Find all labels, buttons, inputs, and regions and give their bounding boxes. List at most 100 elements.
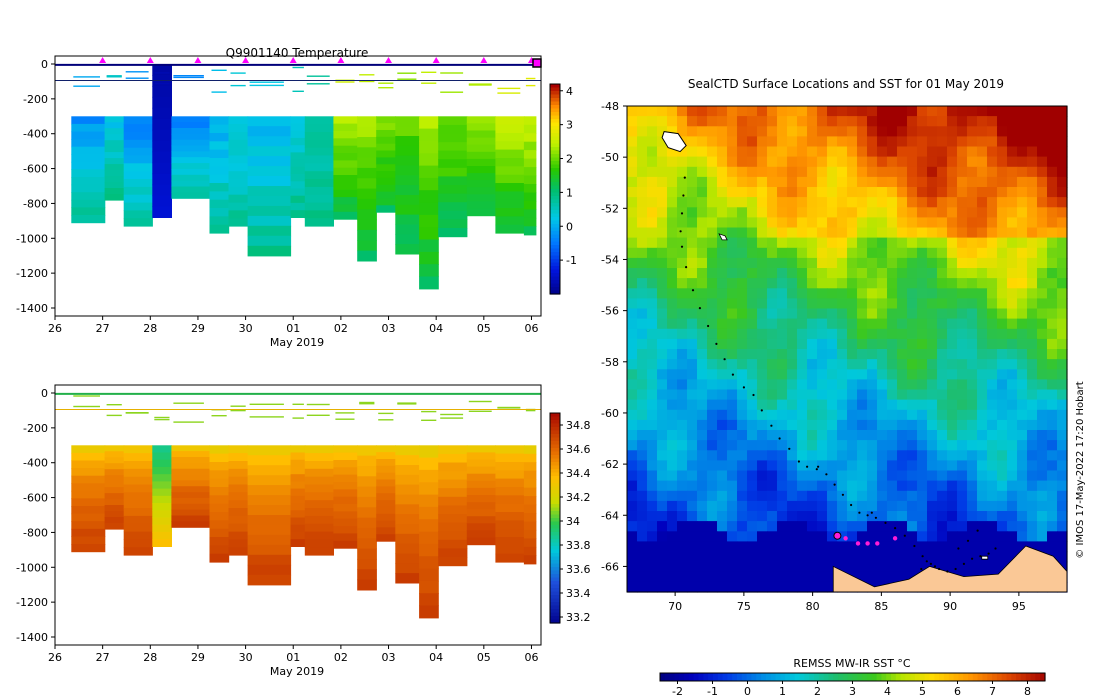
temperature-cell [228, 147, 249, 157]
sst-cell [807, 581, 818, 593]
sst-colorbar-segment [953, 673, 959, 681]
sst-cell [667, 298, 678, 310]
sst-cell [827, 257, 838, 269]
sst-cell [1047, 511, 1058, 522]
salinity-cell [152, 445, 172, 454]
sst-colorbar-segment [732, 673, 738, 681]
temperature-cell [419, 153, 439, 167]
temperature-colorbar-segment [550, 115, 560, 120]
temperature-surface-sample [468, 83, 492, 85]
temperature-cell [247, 166, 292, 177]
sst-cell [637, 207, 648, 218]
temperature-cell [304, 171, 334, 180]
temperature-cell [376, 116, 396, 124]
sst-cell [1047, 187, 1058, 198]
sst-cell [917, 187, 928, 198]
sst-cell [777, 116, 788, 127]
sst-cell [827, 187, 838, 198]
salinity-colorbar-segment [550, 581, 560, 586]
salinity-cell [123, 539, 153, 548]
sst-cell [647, 349, 658, 360]
sst-cell [777, 156, 788, 168]
temperature-cell [333, 160, 358, 169]
sst-cell [967, 268, 978, 279]
sst-cell [717, 521, 728, 532]
temperature-cell [71, 177, 106, 186]
sst-cell [807, 409, 818, 421]
sst-cell [687, 440, 698, 451]
sst-cell [687, 176, 698, 188]
salinity-surface-sample [335, 412, 355, 414]
seal-track-point [680, 245, 684, 248]
sst-cell [927, 419, 938, 431]
sst-cell [777, 207, 788, 218]
sst-cell [957, 500, 968, 512]
sst-cell [867, 399, 878, 411]
sst-cell [917, 419, 928, 431]
temperature-colorbar-segment [550, 248, 560, 253]
sst-cell [1057, 369, 1068, 380]
sst-cell [747, 389, 758, 401]
salinity-cell [123, 531, 153, 540]
sst-cell [917, 430, 928, 441]
sst-cell [667, 288, 678, 299]
sst-cell [857, 551, 868, 563]
sst-cell [937, 146, 948, 158]
sst-cell [987, 521, 998, 532]
sst-cell [867, 561, 878, 573]
sst-cell [697, 389, 708, 401]
salinity-cell [419, 457, 439, 471]
sst-cell [997, 541, 1008, 553]
sst-cell [797, 511, 808, 522]
sst-cell [887, 419, 898, 431]
temperature-x-tick-label: 01 [286, 322, 300, 335]
sst-cell [707, 399, 718, 411]
temperature-cell [290, 195, 306, 204]
sst-cell [1007, 511, 1018, 522]
sst-cell [677, 126, 688, 137]
temperature-y-tick-label: -1400 [16, 302, 48, 315]
sst-cell [837, 500, 848, 512]
sst-cell [897, 551, 908, 563]
sst-cell [817, 126, 828, 137]
sst-cell [957, 257, 968, 269]
sst-cell [697, 257, 708, 269]
sst-cell [967, 166, 978, 178]
temperature-colorbar-segment [550, 196, 560, 201]
salinity-cell [523, 479, 537, 489]
temperature-cell [395, 214, 420, 225]
sst-cell [897, 318, 908, 330]
temperature-cell [495, 208, 525, 217]
salinity-cell [152, 495, 172, 504]
temperature-cell [419, 251, 439, 265]
sst-cell [767, 106, 778, 117]
temperature-cell [209, 191, 230, 201]
salinity-colorbar-segment [550, 486, 560, 491]
temperature-cell [357, 229, 377, 241]
sst-cell [1027, 450, 1038, 461]
sst-cell [1047, 389, 1058, 401]
sst-cell [697, 531, 708, 542]
sst-cell [867, 187, 878, 198]
sst-cell [807, 450, 818, 461]
sst-cell [637, 156, 648, 168]
sst-colorbar-segment [794, 673, 801, 681]
salinity-cell [333, 496, 358, 505]
sst-cell [667, 187, 678, 198]
sst-cell [807, 490, 818, 502]
sst-cell [1027, 541, 1038, 553]
sst-cell [637, 521, 648, 532]
sst-cell [927, 379, 938, 391]
sst-cell [637, 257, 648, 269]
sst-cell [967, 338, 978, 350]
sst-cell [987, 551, 998, 563]
sst-cell [877, 541, 888, 553]
sst-cell [877, 531, 888, 542]
sst-cell [717, 197, 728, 208]
sst-cell [857, 369, 868, 380]
temperature-surface-sample [106, 76, 122, 78]
sst-cell [897, 207, 908, 218]
temperature-x-tick-label: 30 [239, 322, 253, 335]
sst-cell [777, 409, 788, 421]
